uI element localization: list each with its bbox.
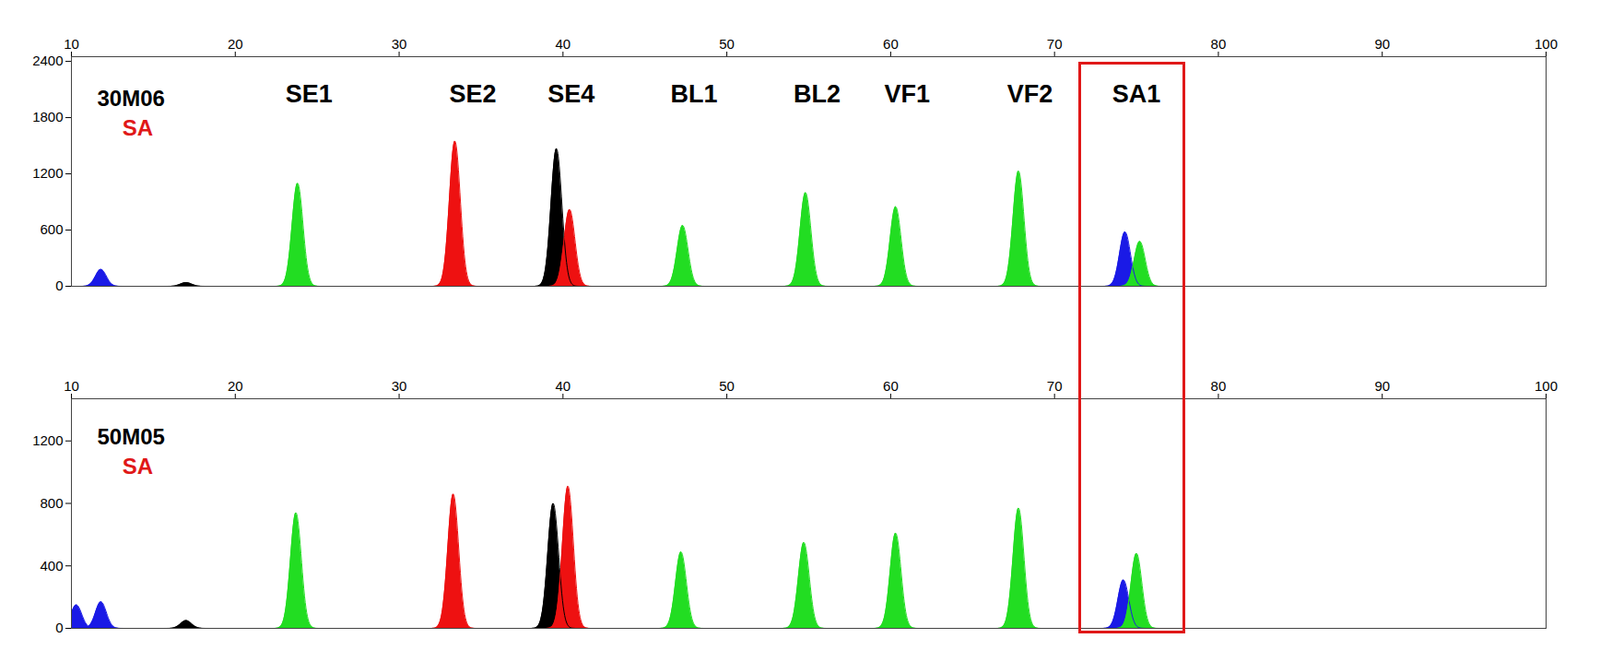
svg-text:100: 100 bbox=[1534, 377, 1558, 394]
svg-text:20: 20 bbox=[227, 377, 244, 394]
svg-text:90: 90 bbox=[1374, 35, 1390, 52]
svg-text:0: 0 bbox=[55, 277, 63, 294]
svg-text:90: 90 bbox=[1374, 377, 1390, 394]
svg-text:70: 70 bbox=[1047, 35, 1063, 52]
svg-text:40: 40 bbox=[554, 377, 571, 394]
svg-text:50: 50 bbox=[718, 35, 735, 52]
svg-text:400: 400 bbox=[39, 557, 63, 574]
svg-text:0: 0 bbox=[55, 619, 63, 636]
svg-text:80: 80 bbox=[1211, 35, 1227, 52]
svg-text:SE2: SE2 bbox=[449, 80, 497, 108]
svg-text:SA: SA bbox=[122, 453, 153, 479]
svg-text:800: 800 bbox=[39, 494, 63, 511]
svg-text:30M06: 30M06 bbox=[97, 85, 165, 111]
svg-text:SA1: SA1 bbox=[1112, 80, 1162, 108]
svg-text:SE1: SE1 bbox=[285, 80, 333, 108]
svg-text:1200: 1200 bbox=[32, 432, 63, 448]
svg-text:BL1: BL1 bbox=[670, 80, 718, 108]
svg-text:VF1: VF1 bbox=[883, 80, 930, 108]
svg-text:10: 10 bbox=[63, 377, 80, 394]
svg-text:60: 60 bbox=[882, 377, 899, 394]
svg-text:BL2: BL2 bbox=[793, 80, 841, 108]
svg-text:70: 70 bbox=[1047, 377, 1063, 394]
svg-text:100: 100 bbox=[1534, 35, 1558, 52]
svg-text:20: 20 bbox=[227, 35, 244, 52]
svg-text:1800: 1800 bbox=[32, 108, 63, 125]
svg-text:2400: 2400 bbox=[32, 52, 63, 69]
svg-text:60: 60 bbox=[882, 35, 899, 52]
svg-text:VF2: VF2 bbox=[1007, 80, 1054, 108]
svg-text:600: 600 bbox=[39, 221, 63, 237]
svg-text:40: 40 bbox=[554, 35, 571, 52]
svg-text:50: 50 bbox=[718, 377, 735, 394]
svg-text:SE4: SE4 bbox=[547, 80, 595, 108]
svg-text:SA: SA bbox=[122, 115, 153, 141]
svg-text:10: 10 bbox=[63, 35, 80, 52]
svg-text:50M05: 50M05 bbox=[97, 423, 165, 449]
svg-text:30: 30 bbox=[391, 377, 408, 394]
svg-text:30: 30 bbox=[391, 35, 408, 52]
svg-text:80: 80 bbox=[1211, 377, 1227, 394]
svg-text:1200: 1200 bbox=[32, 164, 63, 181]
